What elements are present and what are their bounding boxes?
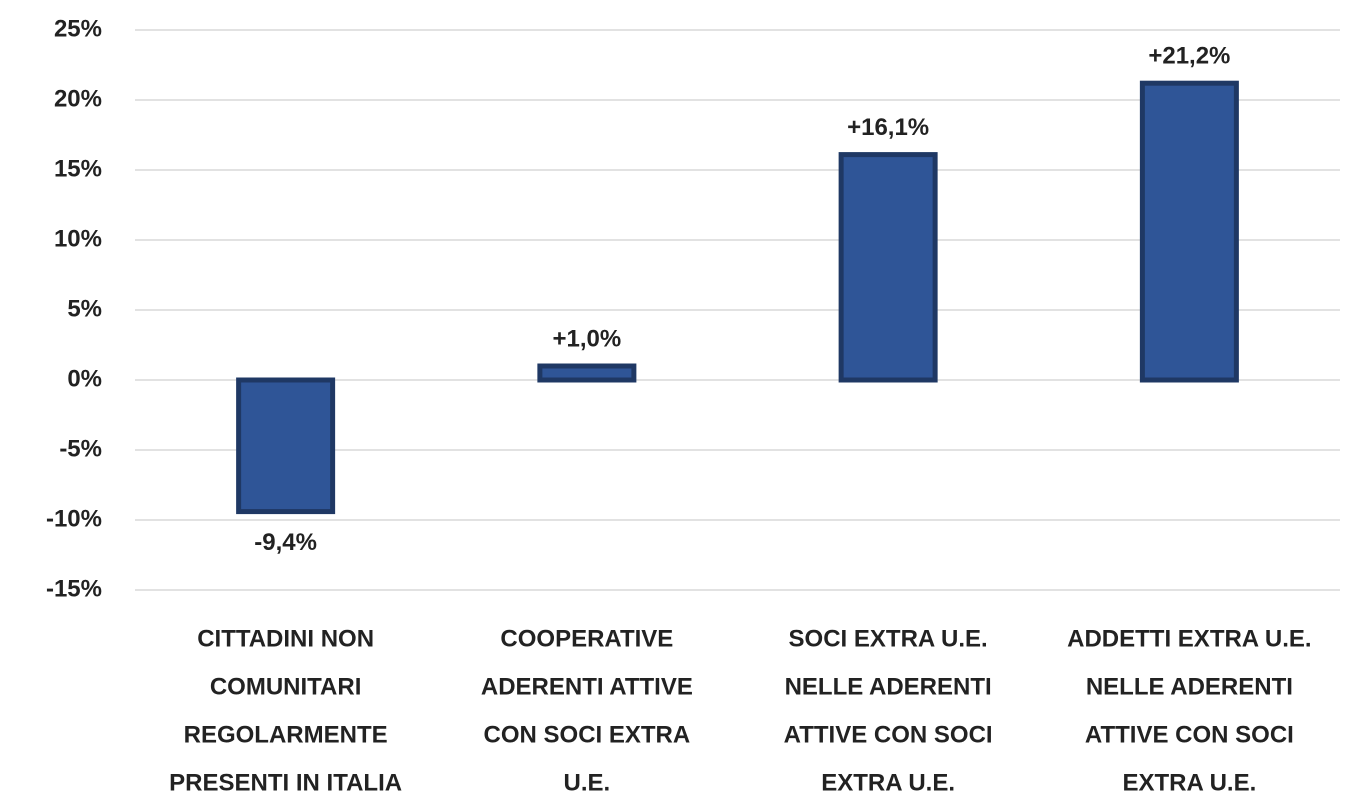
y-tick-label: 10%: [54, 225, 102, 252]
bar: [1139, 80, 1239, 383]
x-tick-label: ATTIVE CON SOCI: [784, 721, 993, 748]
bar: [537, 363, 637, 383]
y-tick-label: 5%: [67, 295, 102, 322]
value-label: +21,2%: [1148, 43, 1230, 70]
y-tick-label: -10%: [46, 505, 102, 532]
x-tick-label: COMUNITARI: [210, 673, 362, 700]
x-tick-label: PRESENTI IN ITALIA: [169, 769, 402, 796]
bar: [838, 152, 938, 383]
y-tick-label: -15%: [46, 575, 102, 602]
value-label: +16,1%: [847, 114, 929, 141]
value-label: +1,0%: [553, 325, 622, 352]
x-tick-label: U.E.: [564, 769, 611, 796]
x-tick-label: CON SOCI EXTRA: [484, 721, 691, 748]
x-tick-label: REGOLARMENTE: [184, 721, 388, 748]
x-tick-label: ADDETTI EXTRA U.E.: [1067, 625, 1311, 652]
x-tick-label: EXTRA U.E.: [1122, 769, 1256, 796]
y-tick-label: 25%: [54, 15, 102, 42]
x-tick-label: ADERENTI ATTIVE: [481, 673, 693, 700]
x-tick-label: COOPERATIVE: [500, 625, 673, 652]
y-tick-label: 0%: [67, 365, 102, 392]
value-label: -9,4%: [254, 529, 317, 556]
x-tick-label: NELLE ADERENTI: [1086, 673, 1293, 700]
bar: [236, 377, 336, 515]
x-tick-label: NELLE ADERENTI: [785, 673, 992, 700]
y-tick-label: 20%: [54, 85, 102, 112]
x-tick-label: CITTADINI NON: [197, 625, 374, 652]
x-tick-label: ATTIVE CON SOCI: [1085, 721, 1294, 748]
x-tick-label: SOCI EXTRA U.E.: [789, 625, 988, 652]
y-tick-label: -5%: [59, 435, 102, 462]
y-tick-label: 15%: [54, 155, 102, 182]
x-tick-label: EXTRA U.E.: [821, 769, 955, 796]
